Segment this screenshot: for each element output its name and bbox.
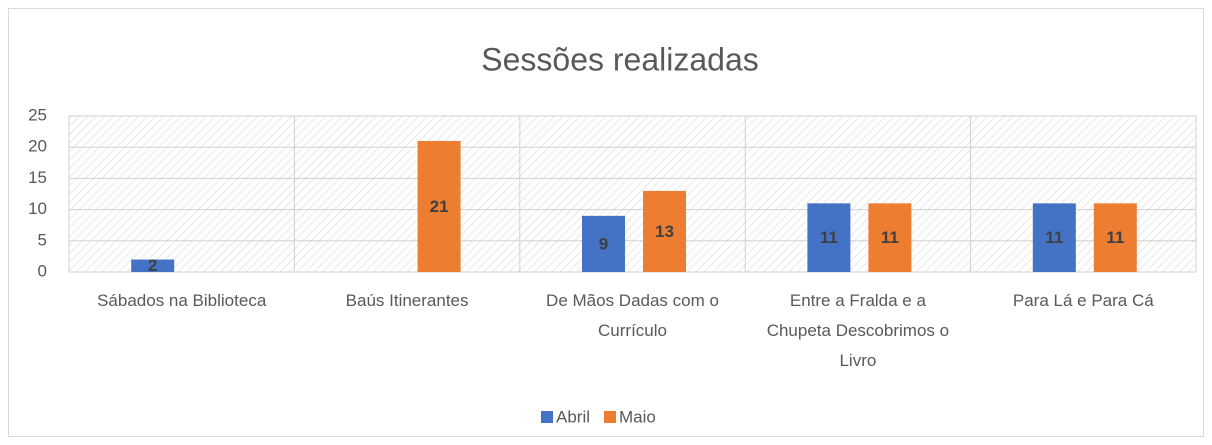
bar bbox=[1032, 203, 1076, 272]
x-tick-label-line: Currículo bbox=[598, 321, 667, 340]
x-tick-label-line: Chupeta Descobrimos o bbox=[767, 321, 949, 340]
x-tick-label-line: Entre a Fralda e a bbox=[790, 291, 927, 310]
x-tick-label: Entre a Fralda e a Chupeta Descobrimos o L… bbox=[767, 291, 949, 370]
y-tick-label: 10 bbox=[28, 199, 47, 218]
x-tick-label-line: De Mãos Dadas com o bbox=[546, 291, 719, 310]
data-label: 2 bbox=[148, 256, 157, 275]
legend-swatch bbox=[604, 411, 617, 423]
chart-title: Sessões realizadas bbox=[481, 41, 758, 77]
x-tick-label-line: Baús Itinerantes bbox=[346, 291, 469, 310]
bar bbox=[1093, 203, 1137, 272]
y-tick-label: 0 bbox=[38, 261, 47, 280]
plot-background bbox=[69, 116, 1196, 272]
data-label: 11 bbox=[881, 228, 899, 247]
x-tick-label-line: Para Lá e Para Cá bbox=[1013, 291, 1154, 310]
data-label: 11 bbox=[820, 228, 838, 247]
legend-label: Abril bbox=[556, 407, 590, 426]
bar bbox=[807, 203, 851, 272]
x-tick-label: Sábados na Biblioteca bbox=[97, 291, 267, 310]
y-tick-label: 25 bbox=[28, 105, 47, 124]
x-tick-label-line: Livro bbox=[839, 351, 876, 370]
x-tick-label: Baús Itinerantes bbox=[346, 291, 469, 310]
legend-swatch bbox=[541, 411, 553, 423]
x-tick-label: Para Lá e Para Cá bbox=[1013, 291, 1154, 310]
y-tick-label: 5 bbox=[38, 230, 47, 249]
data-label: 11 bbox=[1106, 228, 1124, 247]
bar bbox=[417, 140, 461, 272]
bar bbox=[868, 203, 912, 272]
x-tick-label-line: Sábados na Biblioteca bbox=[97, 291, 267, 310]
legend-label: Maio bbox=[619, 407, 656, 426]
y-tick-label: 15 bbox=[28, 168, 47, 187]
bar bbox=[643, 190, 686, 272]
bar bbox=[131, 259, 175, 272]
data-label: 9 bbox=[599, 234, 608, 253]
x-tick-label: De Mãos Dadas com o Currículo bbox=[546, 291, 719, 340]
y-tick-label: 20 bbox=[28, 137, 47, 156]
data-label: 11 bbox=[1045, 228, 1063, 247]
bar bbox=[582, 215, 625, 272]
data-label: 21 bbox=[430, 197, 449, 216]
data-label: 13 bbox=[655, 222, 674, 241]
